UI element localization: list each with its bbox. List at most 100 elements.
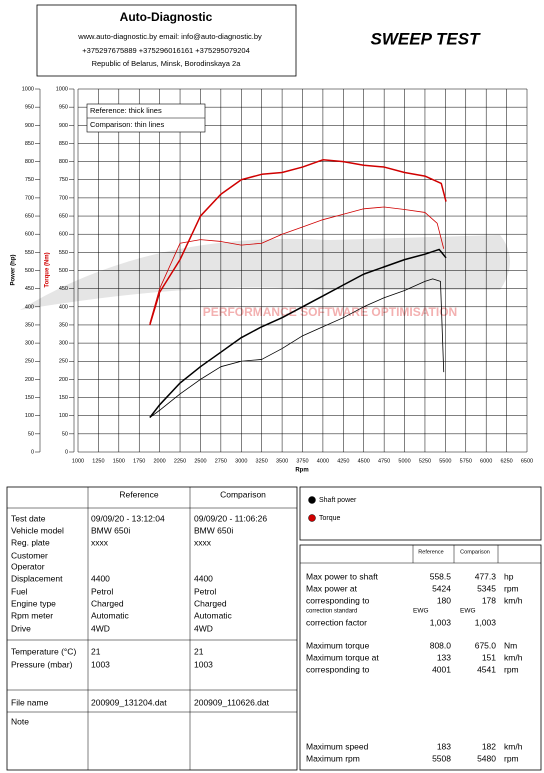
y-tick-label: 100	[25, 413, 34, 419]
legend-label: Shaft power	[319, 497, 357, 504]
cell: 477.3	[475, 571, 497, 581]
y2-tick-label: 950	[59, 105, 68, 111]
unit: rpm	[504, 583, 519, 593]
x-tick-label: 2500	[194, 458, 206, 464]
row-label: correction factor	[306, 617, 367, 627]
cell: 183	[437, 741, 451, 751]
y2-tick-label: 500	[59, 268, 68, 274]
y2-tick-label: 0	[65, 449, 68, 455]
row-label: Max power at	[306, 583, 358, 593]
y2-tick-label: 850	[59, 141, 68, 147]
x-tick-label: 5500	[439, 458, 451, 464]
y-tick-label: 1000	[22, 86, 34, 92]
legend-marker	[308, 496, 316, 504]
cell: Charged	[91, 598, 124, 608]
x-tick-label: 4250	[337, 458, 349, 464]
cell: 558.5	[430, 571, 452, 581]
unit: rpm	[504, 664, 519, 674]
watermark-logo	[20, 235, 510, 310]
row-label: Maximum rpm	[306, 753, 360, 763]
y2-tick-label: 1000	[56, 86, 68, 92]
row-label: Pressure (mbar)	[11, 659, 73, 669]
x-tick-label: 5000	[398, 458, 410, 464]
cell: 4400	[91, 573, 110, 583]
cell: 09/09/20 - 11:06:26	[194, 513, 267, 523]
report-title: SWEEP TEST	[371, 29, 482, 48]
unit: hp	[504, 571, 514, 581]
legend-label: Torque	[319, 515, 341, 522]
cell: EWG	[413, 608, 429, 615]
unit: rpm	[504, 753, 519, 763]
x-tick-label: 3500	[276, 458, 288, 464]
y2-tick-label: 700	[59, 195, 68, 201]
x-tick-label: 4500	[358, 458, 370, 464]
y-tick-label: 600	[25, 232, 34, 238]
cell: 5345	[477, 583, 496, 593]
y2-tick-label: 750	[59, 177, 68, 183]
y2-tick-label: 650	[59, 214, 68, 220]
y2-tick-label: 900	[59, 123, 68, 129]
row-label: Displacement	[11, 573, 63, 583]
y-tick-label: 700	[25, 195, 34, 201]
contacts: www.auto-diagnostic.by email: info@auto-…	[77, 32, 262, 41]
y2-tick-label: 150	[59, 395, 68, 401]
column-header: Reference	[418, 549, 443, 555]
cell: 5424	[432, 583, 451, 593]
y-tick-label: 650	[25, 214, 34, 220]
x-tick-label: 3750	[296, 458, 308, 464]
phones: +375297675889 +375296016161 +37529507920…	[82, 46, 249, 55]
left-table-box	[6, 486, 298, 771]
row-label: Maximum torque at	[306, 652, 379, 662]
column-header: Comparison	[460, 549, 490, 555]
cell: 182	[482, 741, 496, 751]
x-tick-label: 5250	[419, 458, 431, 464]
y-tick-label: 250	[25, 359, 34, 365]
row-label: Max power to shaft	[306, 571, 378, 581]
cell: 1003	[91, 659, 110, 669]
chart-note: Reference: thick lines	[90, 106, 162, 115]
row-label: Test date	[11, 513, 46, 523]
unit: Nm	[504, 640, 517, 650]
x-tick-label: 2250	[174, 458, 186, 464]
y2-axis-title: Torque (Nm)	[45, 252, 51, 287]
y2-tick-label: 350	[59, 322, 68, 328]
chart-note: Comparison: thin lines	[90, 120, 164, 129]
y2-tick-label: 800	[59, 159, 68, 165]
cell: 21	[194, 646, 204, 656]
watermark-text: PERFORMANCE SOFTWARE OPTIMISATION	[203, 305, 457, 319]
y-tick-label: 800	[25, 159, 34, 165]
y-tick-label: 500	[25, 268, 34, 274]
unit: km/h	[504, 652, 523, 662]
legend-marker	[308, 514, 316, 522]
x-tick-label: 1500	[113, 458, 125, 464]
y-tick-label: 50	[28, 431, 34, 437]
y-tick-label: 750	[25, 177, 34, 183]
cell: 1,003	[475, 617, 497, 627]
cell: 200909_131204.dat	[91, 697, 167, 707]
address: Republic of Belarus, Minsk, Borodinskaya…	[92, 59, 242, 68]
y-tick-label: 150	[25, 395, 34, 401]
y2-tick-label: 250	[59, 359, 68, 365]
y-tick-label: 950	[25, 105, 34, 111]
x-tick-label: 3250	[256, 458, 268, 464]
company-name: Auto-Diagnostic	[120, 10, 213, 24]
x-tick-label: 1250	[92, 458, 104, 464]
cell: 4400	[194, 573, 213, 583]
x-tick-label: 6500	[521, 458, 533, 464]
cell: 4541	[477, 664, 496, 674]
row-label: File name	[11, 697, 49, 707]
legend-box	[299, 486, 542, 541]
y-tick-label: 550	[25, 250, 34, 256]
y2-tick-label: 550	[59, 250, 68, 256]
y2-tick-label: 450	[59, 286, 68, 292]
cell: 4001	[432, 664, 451, 674]
cell: 09/09/20 - 13:12:04	[91, 513, 165, 523]
cell: 4WD	[91, 623, 110, 633]
cell: 21	[91, 646, 101, 656]
y2-tick-label: 100	[59, 413, 68, 419]
x-axis-title: Rpm	[295, 468, 308, 474]
cell: 5480	[477, 753, 496, 763]
cell: Automatic	[91, 610, 130, 620]
cell: 133	[437, 652, 451, 662]
